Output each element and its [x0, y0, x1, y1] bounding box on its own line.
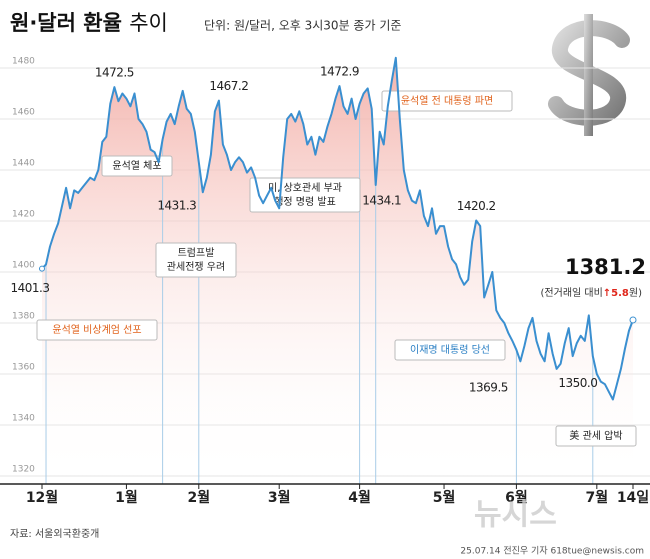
value-label: 1350.0 [558, 376, 597, 390]
value-label: 1472.9 [320, 65, 359, 79]
start-point [39, 265, 45, 272]
x-tick-label: 2월 [187, 489, 210, 506]
event-label: 이재명 대통령 당선 [410, 344, 490, 356]
x-tick-label: 14일 [617, 490, 649, 506]
value-label: 1467.2 [209, 79, 248, 93]
event-label: 트럼프발 [178, 246, 215, 259]
value-label: 1434.1 [362, 194, 401, 208]
y-tick-label: 1440 [12, 159, 35, 169]
title-suffix: 추이 [129, 11, 168, 35]
y-tick-label: 1340 [12, 414, 35, 424]
end-point [629, 316, 637, 324]
event-label: 美 관세 압박 [569, 429, 622, 442]
x-tick-label: 4월 [348, 489, 371, 506]
y-tick-label: 1400 [12, 261, 35, 271]
value-label: 1420.2 [457, 199, 496, 213]
y-tick-label: 1420 [12, 210, 35, 220]
y-tick-label: 1380 [12, 312, 35, 322]
event-box [555, 425, 637, 447]
subtitle: 단위: 원/달러, 오후 3시30분 종가 기준 [204, 19, 401, 33]
event-label: 행정 명령 발표 [274, 196, 336, 208]
title-main: 원·달러 환율 [10, 11, 122, 35]
value-label: 1369.5 [469, 380, 508, 394]
x-tick-label: 7월 [586, 489, 609, 506]
x-tick-label: 1월 [115, 489, 138, 506]
credit: 25.07.14 전진우 기자 618tue@newsis.com [460, 546, 644, 557]
source: 자료: 서울외국환중개 [10, 528, 99, 540]
value-label: 1401.3 [11, 281, 50, 295]
event-box [36, 319, 158, 341]
line [41, 56, 634, 401]
x-tick-label: 12월 [26, 489, 58, 506]
change-label: (전거래일 대비↑5.8원) [541, 287, 643, 299]
x-tick-label: 5월 [433, 489, 456, 506]
change-suffix: 원) [629, 287, 642, 299]
event-label: 윤석열 전 대통령 파면 [401, 95, 493, 107]
value-label: 1431.3 [157, 199, 196, 213]
event-box [381, 90, 513, 112]
last-value-label: 1381.2 [565, 255, 646, 279]
x-tick-label: 6월 [505, 489, 528, 506]
watermark: 뉴시스 [474, 498, 557, 533]
change-value: ↑5.8 [603, 288, 629, 299]
x-tick-label: 3월 [268, 489, 291, 506]
event-label: 관세전쟁 우려 [167, 261, 225, 273]
value-label: 1472.5 [95, 66, 134, 80]
y-tick-label: 1320 [12, 465, 35, 475]
event-label: 윤석열 비상계엄 선포 [52, 324, 141, 336]
event-box [101, 155, 173, 177]
change-prefix: (전거래일 대비 [541, 287, 603, 299]
event-label: 윤석열 체포 [112, 160, 161, 172]
area-fill [42, 57, 633, 485]
event-box [394, 339, 506, 361]
y-tick-label: 1480 [12, 57, 35, 67]
chart-title: 원·달러 환율 추이 [10, 11, 168, 35]
event-box [155, 242, 237, 278]
dollar-icon [548, 14, 630, 136]
event-label: 미, 상호관세 부과 [268, 182, 342, 194]
y-tick-label: 1460 [12, 108, 35, 118]
y-tick-label: 1360 [12, 363, 35, 373]
